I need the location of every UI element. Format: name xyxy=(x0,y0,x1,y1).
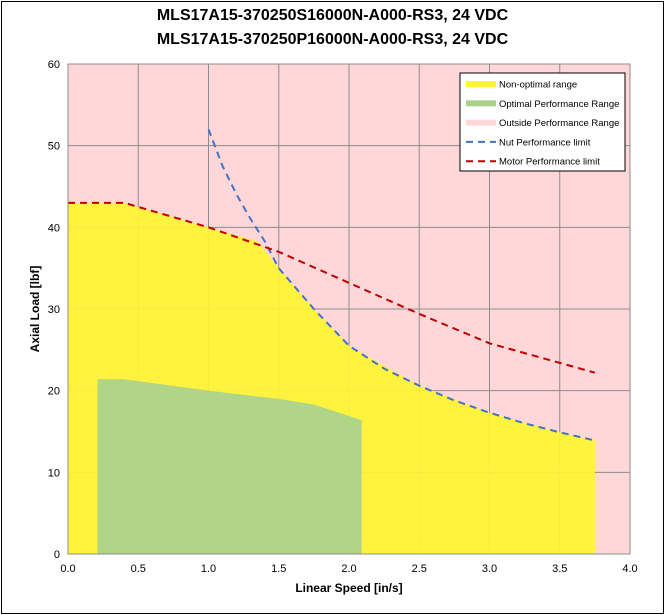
chart-title-line-1: MLS17A15-370250S16000N-A000-RS3, 24 VDC xyxy=(156,7,509,24)
chart-title-line-2: MLS17A15-370250P16000N-A000-RS3, 24 VDC xyxy=(156,31,509,48)
x-tick-label: 4.0 xyxy=(622,563,637,575)
x-axis-label: Linear Speed [in/s] xyxy=(295,581,402,595)
y-tick-label: 0 xyxy=(54,549,60,561)
plot-area-border xyxy=(67,63,631,555)
motor-performance-limit-line xyxy=(68,201,596,374)
y-tick-label: 50 xyxy=(48,141,60,153)
x-tick-label: 0.0 xyxy=(60,563,75,575)
y-tick-label: 40 xyxy=(48,222,60,234)
x-tick-label: 3.0 xyxy=(482,563,497,575)
legend-label: Motor Performance limit xyxy=(499,157,600,168)
legend-swatch xyxy=(466,100,496,107)
y-tick-label: 10 xyxy=(48,467,60,479)
x-tick-label: 2.0 xyxy=(341,563,356,575)
legend-swatch xyxy=(466,119,496,126)
x-tick-label: 1.5 xyxy=(271,563,286,575)
y-tick-label: 30 xyxy=(48,304,60,316)
legend-swatch xyxy=(466,81,496,87)
x-tick-label: 1.0 xyxy=(201,563,216,575)
optimal-performance-area xyxy=(97,379,362,554)
legend-label: Nut Performance limit xyxy=(499,137,591,148)
legend-label: Optimal Performance Range xyxy=(499,99,619,110)
legend: Non-optimal range Optimal Performance Ran… xyxy=(459,72,626,172)
legend-label: Outside Performance Range xyxy=(499,118,619,129)
legend-label: Non-optimal range xyxy=(499,80,577,91)
x-tick-label: 3.5 xyxy=(552,563,567,575)
x-tick-label: 0.5 xyxy=(131,563,146,575)
y-tick-label: 20 xyxy=(48,386,60,398)
x-tick-label: 2.5 xyxy=(412,563,427,575)
y-axis-label: Axial Load [lbf] xyxy=(28,266,42,353)
y-tick-label: 60 xyxy=(48,59,60,71)
